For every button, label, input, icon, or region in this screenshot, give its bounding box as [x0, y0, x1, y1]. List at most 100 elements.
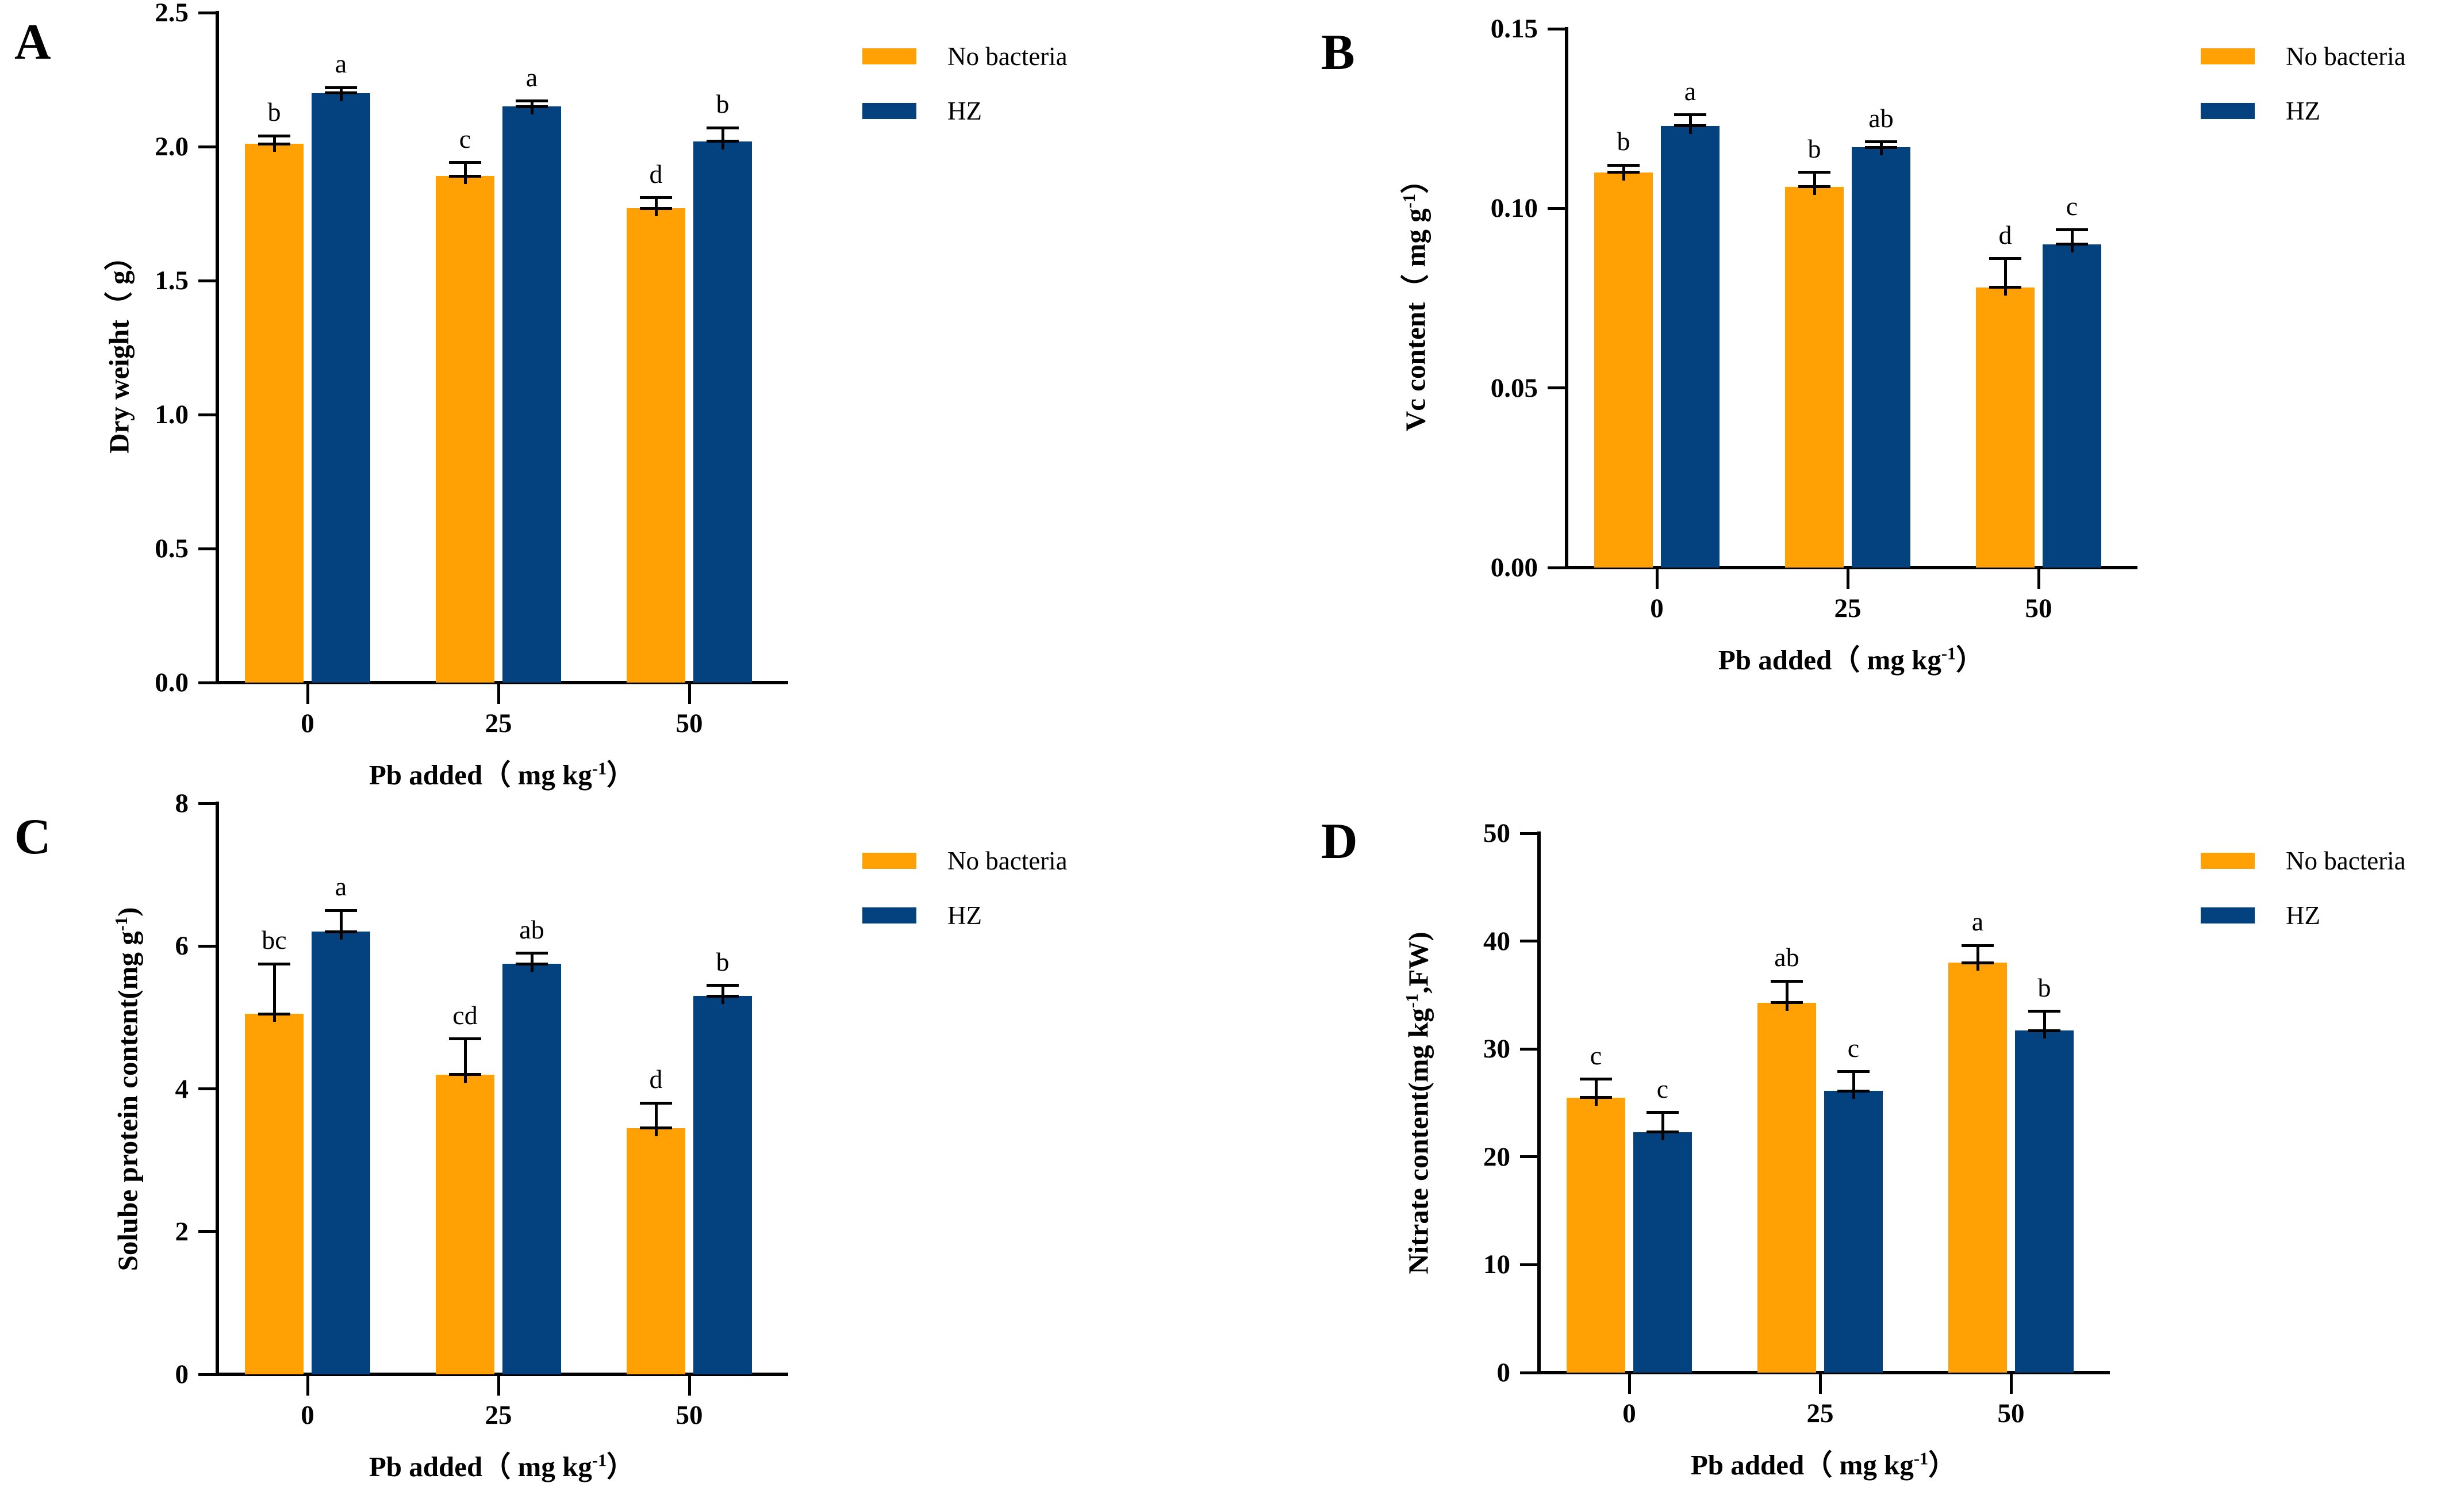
x-tick-label: 25: [485, 1400, 512, 1430]
bar-hz-0: [312, 93, 370, 683]
y-tick: [1520, 831, 1539, 835]
x-axis-title-unit-close: ）: [1956, 644, 1985, 676]
x-tick-label: 0: [1622, 1398, 1636, 1428]
error-bar-line: [2004, 258, 2007, 296]
bar-hz-0: [1661, 125, 1720, 568]
error-bar-line: [721, 128, 724, 150]
panel-label-B: B: [1321, 25, 1355, 81]
error-bar-cap: [516, 952, 548, 955]
x-tick-label: 0: [1650, 593, 1664, 623]
legend-swatch-no-bacteria: [2201, 853, 2255, 869]
y-tick-label: 0.00: [1490, 553, 1538, 583]
bar-no-bacteria-0: [245, 144, 304, 683]
y-tick-label: 0.0: [155, 668, 189, 698]
y-tick-label: 1.5: [155, 266, 189, 296]
significance-letter: b: [1807, 133, 1821, 163]
error-bar-cap: [640, 1101, 672, 1105]
bar-hz-25: [1824, 1091, 1883, 1373]
error-bar-cap: [258, 962, 290, 965]
y-tick-label: 0.5: [155, 534, 189, 564]
x-tick: [306, 1374, 309, 1396]
y-tick-label: 40: [1483, 926, 1510, 956]
x-tick-label: 50: [2025, 593, 2052, 623]
y-tick-label: 2.0: [155, 132, 189, 162]
significance-letter: d: [649, 159, 663, 189]
bar-no-bacteria-50: [1948, 963, 2007, 1373]
x-tick: [497, 1374, 500, 1396]
significance-letter: b: [267, 97, 281, 127]
y-tick: [198, 11, 217, 14]
x-tick-label: 25: [485, 708, 512, 738]
x-axis-title-text: Pb added（ mg kg: [369, 1451, 592, 1482]
y-tick: [1520, 1371, 1539, 1374]
bar-hz-25: [502, 964, 561, 1374]
error-bar-line: [1661, 1112, 1664, 1140]
significance-letter: a: [1684, 76, 1697, 106]
x-axis-title-superscript: -1: [1941, 643, 1956, 664]
legend-swatch-no-bacteria: [862, 853, 916, 869]
legend-label-hz: HZ: [2286, 901, 2320, 930]
error-bar-line: [530, 953, 534, 972]
y-tick: [198, 802, 217, 805]
error-bar-cap: [325, 909, 357, 912]
significance-letter: b: [1617, 127, 1630, 156]
error-bar-cap: [325, 86, 357, 89]
x-axis: [1565, 566, 2137, 569]
x-axis-title: Pb added（ mg kg-1）: [272, 760, 732, 789]
error-bar-line: [1785, 981, 1788, 1011]
significance-letter: c: [2066, 191, 2078, 221]
x-tick: [688, 1374, 691, 1396]
x-tick-label: 0: [301, 1400, 314, 1430]
error-bar-cap: [1962, 944, 1994, 947]
y-tick: [1520, 1263, 1539, 1266]
x-axis-title-text: Pb added（ mg kg: [1690, 1449, 1914, 1481]
error-bar-line: [1813, 172, 1816, 195]
error-bar-line: [654, 1103, 658, 1136]
y-tick: [1520, 1155, 1539, 1159]
legend-label-no-bacteria: No bacteria: [947, 846, 1068, 875]
y-axis-title-unit-close: ): [112, 907, 144, 917]
bar-hz-25: [502, 106, 561, 683]
x-tick: [1655, 568, 1659, 589]
legend-swatch-no-bacteria: [2201, 48, 2255, 64]
significance-letter: bc: [262, 925, 287, 955]
panel-label-A: A: [14, 14, 51, 70]
significance-letter: b: [716, 946, 730, 976]
bar-no-bacteria-0: [245, 1014, 304, 1374]
x-axis: [216, 681, 788, 684]
error-bar-line: [339, 87, 343, 101]
error-bar-line: [1879, 141, 1883, 156]
y-axis: [216, 802, 219, 1376]
error-bar-cap: [2056, 228, 2088, 232]
error-bar-cap: [1674, 113, 1706, 117]
significance-letter: b: [716, 89, 730, 119]
y-tick-label: 8: [175, 788, 189, 818]
y-tick-label: 50: [1483, 818, 1510, 848]
bar-no-bacteria-0: [1567, 1097, 1625, 1373]
significance-letter: d: [1998, 220, 2012, 250]
legend-label-hz: HZ: [2286, 97, 2320, 125]
x-tick: [2037, 568, 2040, 589]
y-tick: [198, 279, 217, 282]
y-axis-title: Nitrate content(mg kg-1,FW): [1402, 932, 1434, 1274]
error-bar-cap: [707, 126, 739, 129]
bar-hz-50: [2043, 244, 2101, 568]
error-bar-cap: [707, 984, 739, 987]
y-axis-title-superscript: -1: [1402, 993, 1422, 1009]
error-bar-line: [721, 985, 724, 1005]
bar-no-bacteria-25: [1785, 186, 1844, 568]
x-axis-title: Pb added（ mg kg-1）: [1621, 643, 2081, 676]
error-bar-cap: [516, 99, 548, 103]
y-axis-title-unit-close: ）: [1399, 165, 1431, 194]
error-bar-line: [1594, 1079, 1598, 1106]
y-tick: [1520, 1047, 1539, 1051]
panel-label-C: C: [14, 809, 51, 865]
significance-letter: c: [459, 124, 471, 154]
bar-hz-0: [1633, 1132, 1692, 1373]
bar-hz-25: [1852, 147, 1910, 568]
error-bar-line: [1976, 945, 1979, 971]
legend-label-no-bacteria: No bacteria: [2286, 42, 2406, 71]
significance-letter: a: [335, 49, 347, 79]
x-tick: [688, 683, 691, 704]
x-tick: [1628, 1373, 1631, 1394]
